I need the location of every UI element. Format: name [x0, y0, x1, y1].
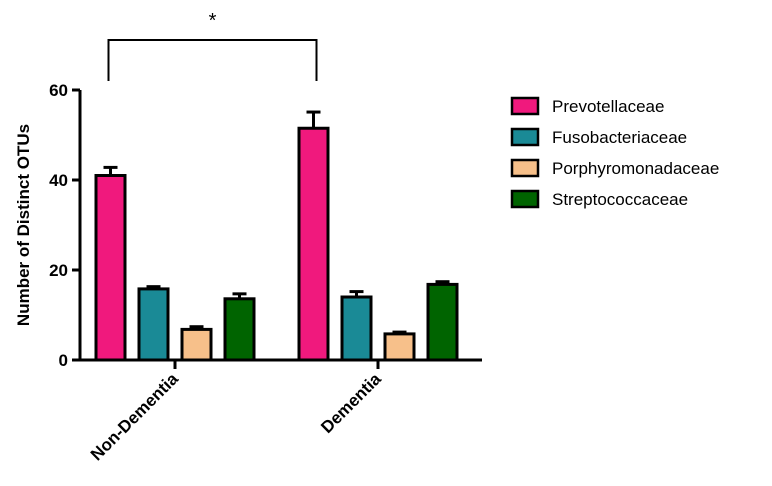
- y-tick-label: 0: [59, 351, 68, 370]
- bar: [223, 297, 256, 362]
- legend-label: Porphyromonadaceae: [552, 159, 719, 178]
- legend-swatch: [510, 189, 540, 209]
- x-tick-label: Non-Dementia: [87, 369, 182, 464]
- legend-label: Fusobacteriaceae: [552, 128, 687, 147]
- significance-bracket: [107, 39, 318, 81]
- bar: [297, 126, 330, 362]
- plot-area: 0 20 40 60 Non-Dementia Dementia *: [49, 10, 482, 464]
- bar: [180, 327, 213, 362]
- y-tick-label: 40: [49, 171, 68, 190]
- bar: [383, 332, 416, 362]
- legend: Prevotellaceae Fusobacteriaceae Porphyromo…: [510, 96, 719, 209]
- legend-label: Streptococcaceae: [552, 190, 688, 209]
- legend-swatch: [510, 158, 540, 178]
- bar: [94, 174, 127, 362]
- significance-marker: *: [209, 10, 217, 32]
- bar: [340, 295, 373, 362]
- bar: [426, 282, 459, 362]
- legend-swatch: [510, 96, 540, 116]
- x-tick-label: Dementia: [317, 369, 385, 437]
- y-tick-label: 60: [49, 81, 68, 100]
- bar: [137, 287, 170, 362]
- y-tick-label: 20: [49, 261, 68, 280]
- legend-swatch: [510, 127, 540, 147]
- legend-label: Prevotellaceae: [552, 97, 664, 116]
- y-axis-label: Number of Distinct OTUs: [14, 124, 33, 326]
